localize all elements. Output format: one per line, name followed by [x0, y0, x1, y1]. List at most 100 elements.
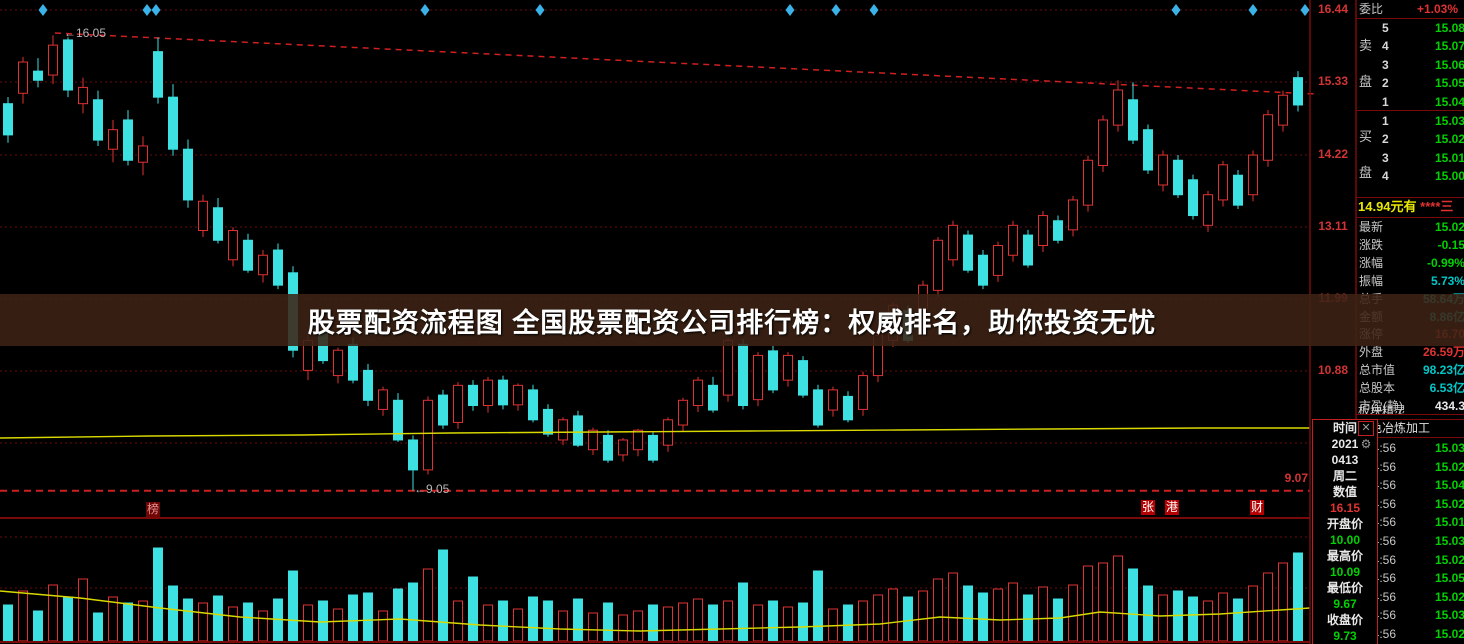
data-window-row: 最低价: [1326, 581, 1363, 595]
signal-diamond-icon: [151, 4, 161, 16]
zhang-badge[interactable]: 张: [1141, 500, 1156, 515]
weibi-row: 委比 +1.03%: [1356, 0, 1464, 18]
price-axis-label: 16.44: [1317, 2, 1349, 16]
quote-info-row: 总股本 6.53亿: [1356, 379, 1464, 397]
peak-price-annotation: ←16.05: [64, 26, 107, 40]
data-window-row: 时间: [1332, 421, 1357, 435]
signal-diamond-icon: [1171, 4, 1181, 16]
data-window-row: 10.09: [1329, 565, 1361, 579]
bid-price: 15.02: [1434, 132, 1464, 147]
quote-info-label: 涨幅: [1359, 255, 1384, 270]
ask-price: 15.05: [1434, 76, 1464, 91]
tick-price: 15.02: [1434, 552, 1464, 567]
quote-info-label: 振幅: [1359, 273, 1384, 288]
tick-price: 15.05: [1434, 571, 1464, 586]
gear-icon[interactable]: ⚙: [1360, 437, 1372, 451]
data-window-row: 10.00: [1329, 533, 1361, 547]
signal-diamond-icon: [420, 4, 430, 16]
quote-info-value: -0.15: [1437, 237, 1464, 252]
tick-price: 15.03: [1434, 534, 1464, 548]
tick-price: 15.03: [1434, 441, 1464, 455]
quote-info-row: 涨幅 -0.99%: [1356, 254, 1464, 272]
bid-row: 2 15.02: [1356, 130, 1464, 148]
quote-info-value: 26.59万: [1422, 345, 1464, 360]
ask-price: 15.06: [1434, 57, 1464, 72]
quote-info-value: 5.73%: [1430, 273, 1464, 288]
price-axis-label: 14.22: [1317, 147, 1349, 161]
quote-info-value: 434.3: [1434, 399, 1464, 413]
title-banner[interactable]: 股票配资流程图 全国股票配资公司排行榜：权威排名，助你投资无忧: [0, 294, 1464, 346]
signal-diamond-icon: [1300, 4, 1310, 16]
data-window-row: 收盘价: [1326, 613, 1363, 627]
quote-info-value: 15.02: [1434, 220, 1464, 234]
price-axis-label: 13.11: [1318, 219, 1348, 233]
quote-info-label: 最新: [1359, 220, 1384, 234]
quote-info-row: 市盈(静) 434.3: [1356, 397, 1464, 415]
signal-diamond-icon: [535, 4, 545, 16]
ask-row: 1 15.04: [1356, 93, 1464, 111]
sell-side-label: 卖盘: [1358, 38, 1372, 89]
buy-side-label: 买盘: [1358, 129, 1372, 180]
ask-level: 1: [1382, 94, 1389, 109]
trough-price-annotation: ←9.05: [414, 482, 450, 496]
cai-badge[interactable]: 财: [1250, 500, 1265, 515]
tick-price: 15.02: [1434, 627, 1464, 641]
bid-price: 15.03: [1434, 114, 1464, 128]
ask-row: 2 15.05: [1356, 74, 1464, 92]
data-window-row: 16.15: [1329, 501, 1361, 515]
data-window-row: 2021: [1331, 437, 1359, 451]
ask-level: 4: [1382, 39, 1389, 54]
tick-price: 15.02: [1434, 589, 1464, 604]
quote-info-row: 最新 15.02: [1356, 218, 1464, 236]
bid-price: 15.01: [1434, 150, 1464, 165]
quote-info-row: 涨跌 -0.15: [1356, 236, 1464, 254]
title-banner-text: 股票配资流程图 全国股票配资公司排行榜：权威排名，助你投资无忧: [307, 307, 1157, 338]
data-window-row: 0413: [1331, 453, 1359, 467]
bid-level: 1: [1382, 114, 1389, 128]
ask-level: 3: [1382, 57, 1389, 72]
tick-price: 15.03: [1434, 608, 1464, 623]
tick-price: 15.02: [1434, 496, 1464, 511]
tick-price: 15.01: [1434, 515, 1464, 530]
quote-info-row: 总市值 98.23亿: [1356, 361, 1464, 379]
gang-badge[interactable]: 港: [1165, 500, 1180, 515]
ad-marquee[interactable]: 14.94元有 ****三: [1358, 198, 1453, 216]
ask-price: 15.04: [1434, 94, 1464, 109]
data-window-row: 开盘价: [1326, 517, 1363, 531]
signal-diamond-icon: [1248, 4, 1258, 16]
ask-row: 4 15.07: [1356, 37, 1464, 55]
signal-diamond-icon: [38, 4, 48, 16]
data-window-row: 数值: [1332, 485, 1357, 499]
weibi-label: 委比: [1359, 2, 1384, 16]
close-icon[interactable]: ✕: [1358, 421, 1374, 436]
quote-info-value: 98.23亿: [1422, 363, 1464, 378]
data-window-row: 最高价: [1326, 549, 1363, 563]
signal-diamond-icon: [869, 4, 879, 16]
price-axis-label: 15.33: [1317, 74, 1349, 88]
ask-price: 15.08: [1434, 21, 1464, 35]
data-window-row: 周二: [1332, 469, 1357, 483]
bid-price: 15.00: [1434, 169, 1464, 184]
data-window-row: 9.73: [1333, 629, 1357, 643]
ask-level: 5: [1382, 21, 1389, 35]
price-axis-label: 10.88: [1317, 363, 1349, 377]
tick-price: 15.04: [1434, 478, 1464, 493]
quote-info-label: 总市值: [1359, 363, 1396, 378]
ask-price: 15.07: [1434, 39, 1464, 54]
signal-diamond-icon: [142, 4, 152, 16]
ask-row: 3 15.06: [1356, 56, 1464, 74]
quote-info-label: 总股本: [1359, 381, 1396, 396]
quote-info-row: 振幅 5.73%: [1356, 272, 1464, 290]
data-window-row: 9.67: [1333, 597, 1357, 611]
bang-badge[interactable]: 榜: [146, 502, 161, 517]
weibi-value: +1.03%: [1416, 2, 1458, 16]
ad-marquee-stars: ****三: [1420, 199, 1454, 214]
data-window-tooltip: 时间 2021 0413 周二数值 16.15 开盘价 10.00 最高价 10.09 最低价 9.…: [1312, 419, 1378, 644]
signal-diamond-icon: [785, 4, 795, 16]
bid-level: 3: [1382, 150, 1389, 165]
quote-info-value: 6.53亿: [1429, 381, 1464, 396]
quote-info-label: 涨跌: [1359, 237, 1384, 252]
quote-info-value: -0.99%: [1426, 255, 1464, 270]
sector-tab-clipped[interactable]: 板块精灵: [1358, 404, 1407, 414]
